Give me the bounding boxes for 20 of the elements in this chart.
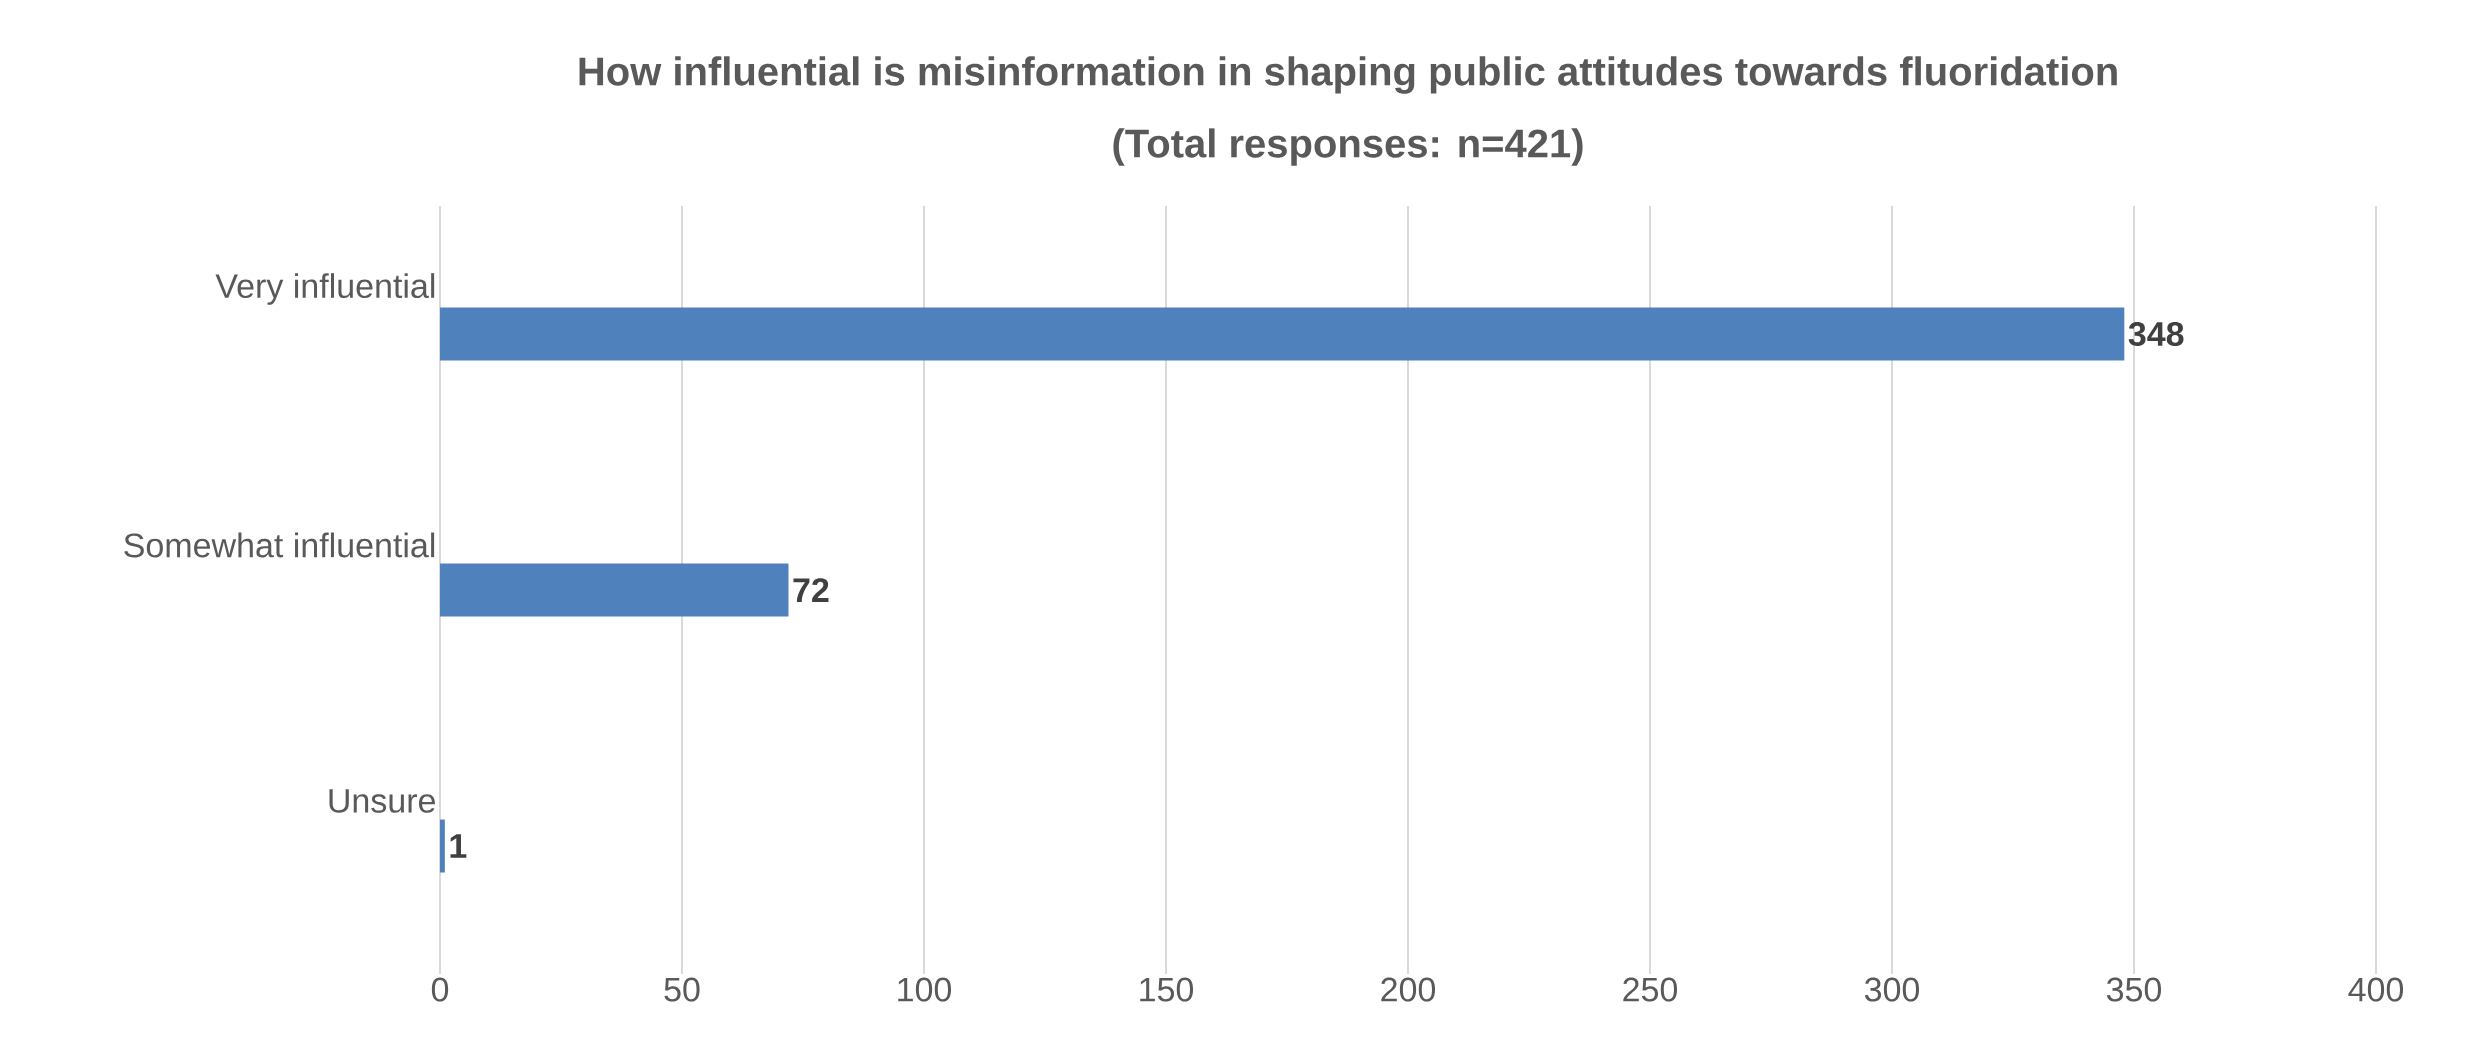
chart-title: How influential is misinformation in shaping public attitudes towards fluoridation: [579, 56, 2117, 94]
x-tick-label: 0: [431, 977, 449, 1002]
x-tick-label: 150: [1140, 977, 1194, 1002]
y-tick-label: Somewhat influential: [124, 532, 435, 558]
bar: [440, 307, 2125, 361]
bar: [440, 563, 789, 617]
x-tick-label: 400: [2348, 977, 2404, 1002]
y-tick-label: Unsure: [329, 789, 435, 813]
data-label: 1: [450, 834, 467, 858]
data-label: 348: [2128, 321, 2184, 347]
y-tick-label: Very influential: [215, 273, 435, 305]
data-label: 72: [793, 578, 829, 602]
bar: [440, 819, 445, 873]
x-tick-label: 300: [1864, 977, 1920, 1002]
chart-subtitle: (Total responses: n=421): [1113, 128, 1583, 166]
x-tick-label: 350: [2106, 977, 2162, 1002]
x-tick-label: 200: [1381, 977, 1436, 1002]
x-tick-label: 250: [1623, 977, 1678, 1002]
x-tick-label: 50: [664, 977, 700, 1002]
x-tick-label: 100: [898, 977, 952, 1002]
